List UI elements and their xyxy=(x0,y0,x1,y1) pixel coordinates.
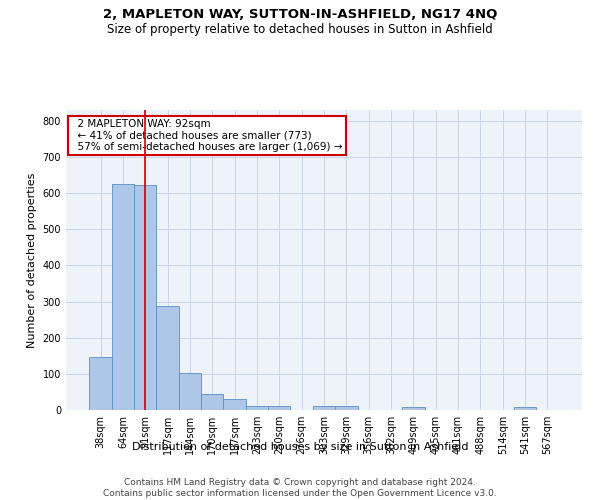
Bar xyxy=(514,407,536,410)
Bar xyxy=(201,394,223,410)
Bar xyxy=(223,399,246,410)
Bar xyxy=(246,406,268,410)
Bar xyxy=(179,373,201,410)
Text: Size of property relative to detached houses in Sutton in Ashfield: Size of property relative to detached ho… xyxy=(107,22,493,36)
Text: Contains HM Land Registry data © Crown copyright and database right 2024.
Contai: Contains HM Land Registry data © Crown c… xyxy=(103,478,497,498)
Bar xyxy=(89,357,112,410)
Bar xyxy=(157,306,179,410)
Bar xyxy=(335,406,358,410)
Bar xyxy=(134,185,157,410)
Text: 2 MAPLETON WAY: 92sqm
  ← 41% of detached houses are smaller (773)
  57% of semi: 2 MAPLETON WAY: 92sqm ← 41% of detached … xyxy=(71,119,343,152)
Bar xyxy=(313,406,335,410)
Bar xyxy=(112,184,134,410)
Y-axis label: Number of detached properties: Number of detached properties xyxy=(27,172,37,348)
Text: 2, MAPLETON WAY, SUTTON-IN-ASHFIELD, NG17 4NQ: 2, MAPLETON WAY, SUTTON-IN-ASHFIELD, NG1… xyxy=(103,8,497,20)
Bar xyxy=(268,406,290,410)
Text: Distribution of detached houses by size in Sutton in Ashfield: Distribution of detached houses by size … xyxy=(132,442,468,452)
Bar xyxy=(402,407,425,410)
